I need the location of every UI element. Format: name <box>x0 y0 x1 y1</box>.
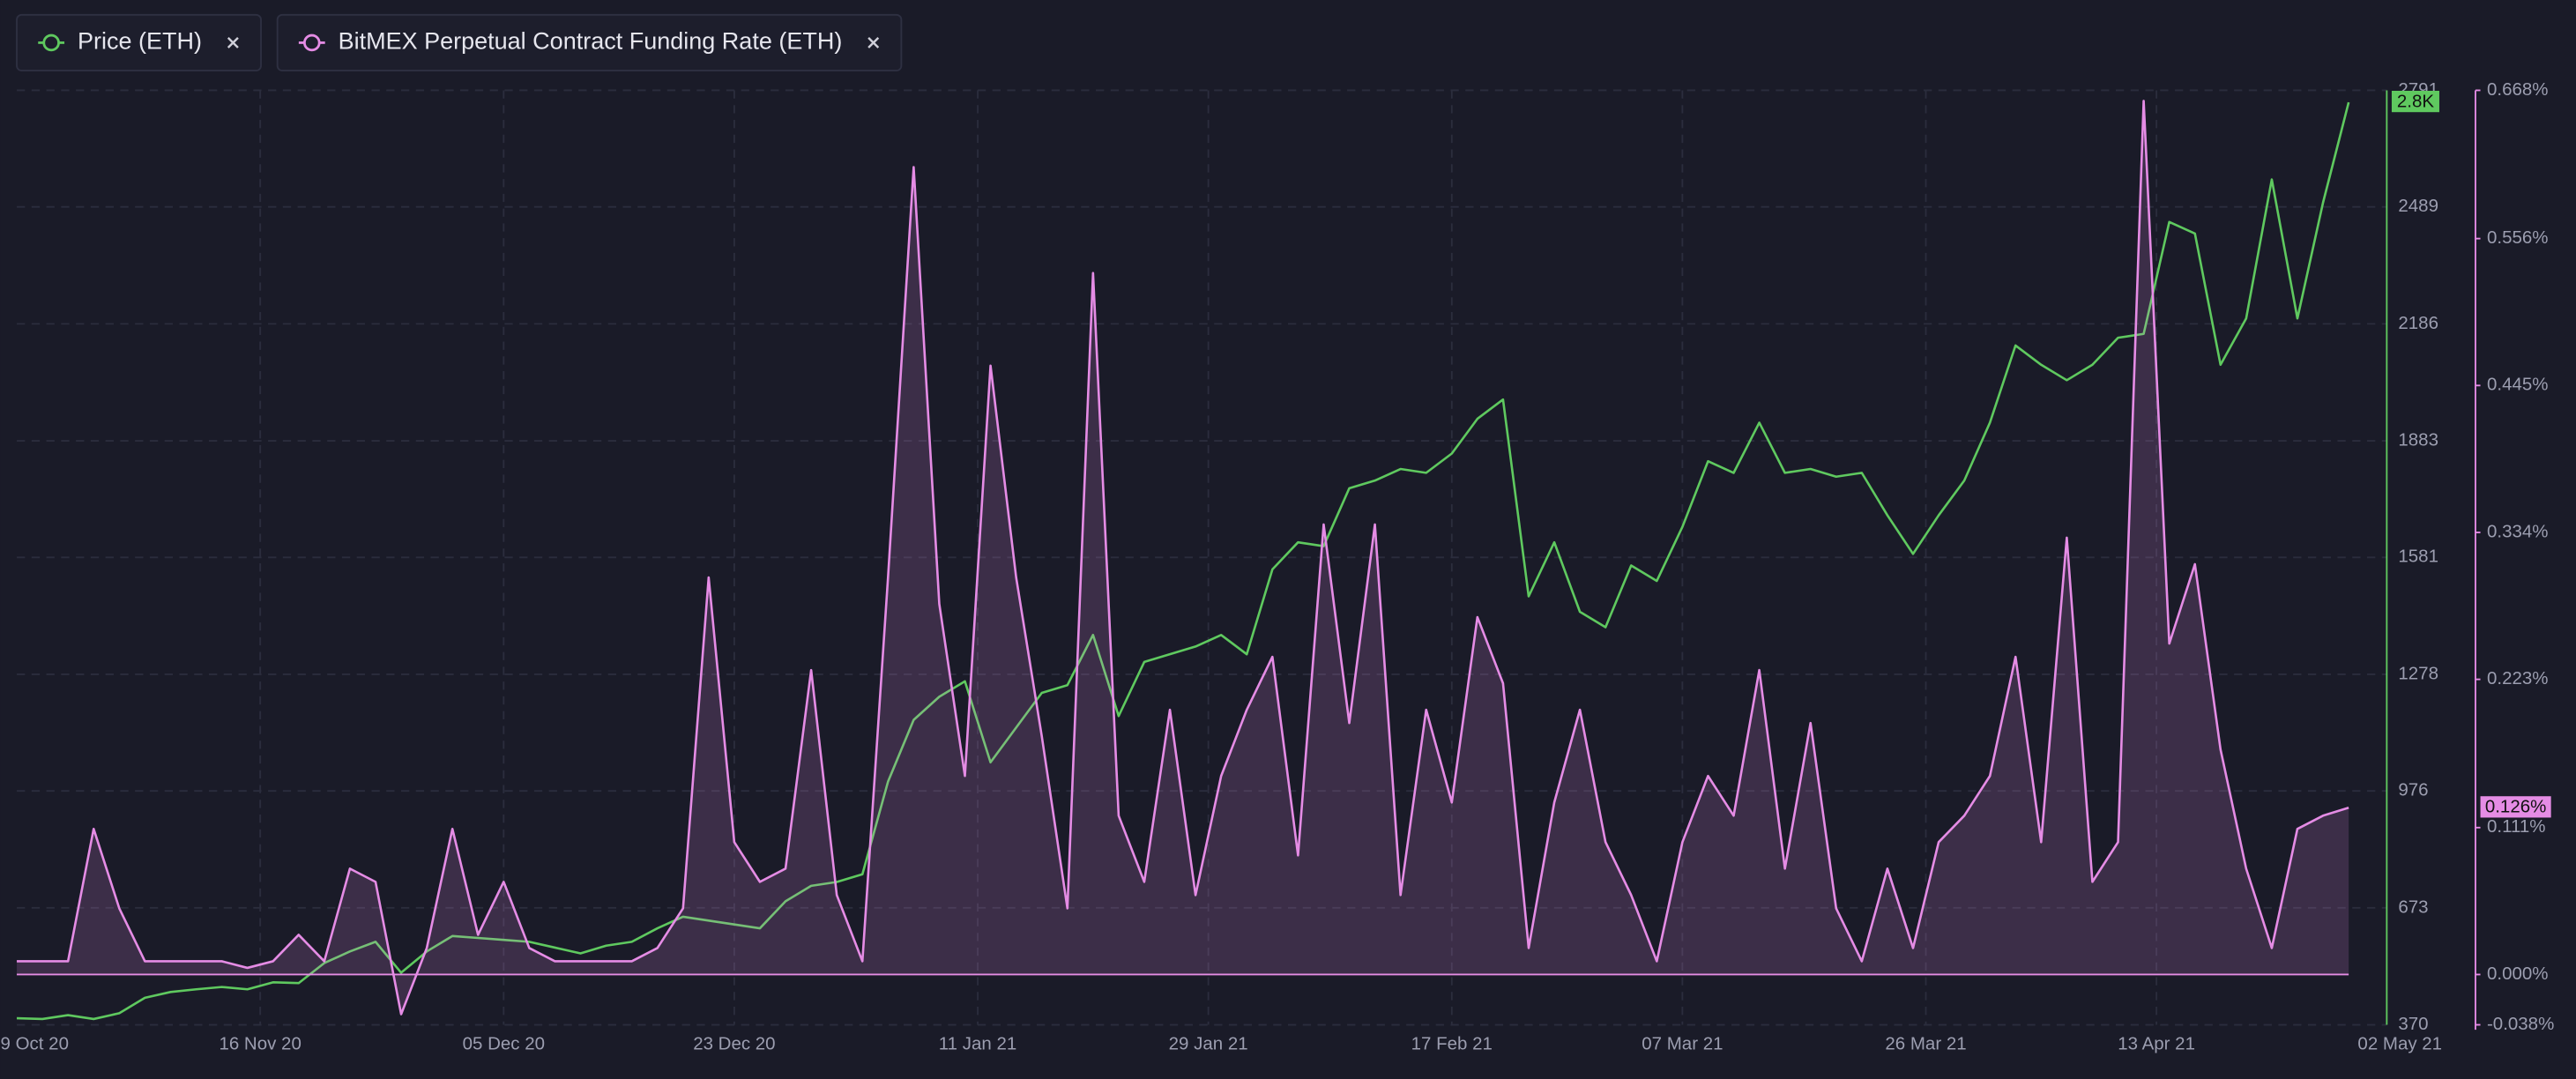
y2-tick-label: 0.000% <box>2487 964 2548 984</box>
legend-item[interactable]: Price (ETH) <box>16 13 262 72</box>
legend-close[interactable] <box>867 36 880 48</box>
plot-area <box>16 100 2350 1021</box>
legend: Price (ETH) BitMEX Perpetual Contract Fun… <box>16 13 903 72</box>
y-tick-label: 673 <box>2398 897 2428 917</box>
value-badge-label: 0.126% <box>2485 797 2546 817</box>
legend-label: Price (ETH) <box>78 28 202 55</box>
legend-label: BitMEX Perpetual Contract Funding Rate (… <box>339 28 843 55</box>
close-icon <box>227 36 239 48</box>
x-tick-label: 23 Dec 20 <box>693 1033 775 1053</box>
y-tick-label: 370 <box>2398 1014 2428 1034</box>
line <box>17 100 2349 1016</box>
y2-tick-label: 0.445% <box>2487 375 2548 395</box>
x-tick-label: 17 Feb 21 <box>1411 1033 1493 1053</box>
y-tick-label: 1581 <box>2398 547 2438 567</box>
y2-tick-label: -0.038% <box>2487 1014 2554 1034</box>
y2-tick-label: 0.668% <box>2487 79 2548 100</box>
value-badge <box>2480 796 2551 818</box>
legend-chip <box>276 13 903 72</box>
x-tick-label: 07 Mar 21 <box>1642 1033 1723 1053</box>
y-tick-label: 1883 <box>2398 429 2438 450</box>
legend-item[interactable]: BitMEX Perpetual Contract Funding Rate (… <box>276 13 903 72</box>
y2-tick-label: 0.223% <box>2487 668 2548 688</box>
y2-tick-label: 0.334% <box>2487 521 2548 541</box>
area <box>17 100 2349 1015</box>
grid <box>17 89 2387 1026</box>
y-tick-label: 2489 <box>2398 196 2438 216</box>
x-tick-label: 02 May 21 <box>2357 1033 2442 1053</box>
close-icon <box>867 36 880 48</box>
y-tick-label: 976 <box>2398 780 2428 800</box>
value-badge <box>2391 90 2439 113</box>
x-tick-label: 29 Jan 21 <box>1169 1033 1248 1053</box>
axes: 370673976127815811883218624892791-0.038%… <box>0 79 2554 1053</box>
x-tick-label: 16 Nov 20 <box>219 1033 301 1053</box>
x-tick-label: 29 Oct 20 <box>0 1033 69 1053</box>
y-tick-label: 1278 <box>2398 663 2438 683</box>
y2-tick-label: 0.556% <box>2487 227 2548 248</box>
x-tick-label: 13 Apr 21 <box>2118 1033 2195 1053</box>
y-tick-label: 2186 <box>2398 313 2438 333</box>
x-tick-label: 05 Dec 20 <box>463 1033 545 1053</box>
legend-close[interactable] <box>227 36 239 48</box>
line <box>16 101 2350 1021</box>
legend-chip <box>16 13 262 72</box>
value-badge-label: 2.8K <box>2397 91 2434 111</box>
y2-tick-label: 0.111% <box>2487 816 2545 837</box>
x-tick-label: 26 Mar 21 <box>1885 1033 1966 1053</box>
x-tick-label: 11 Jan 21 <box>939 1033 1016 1053</box>
